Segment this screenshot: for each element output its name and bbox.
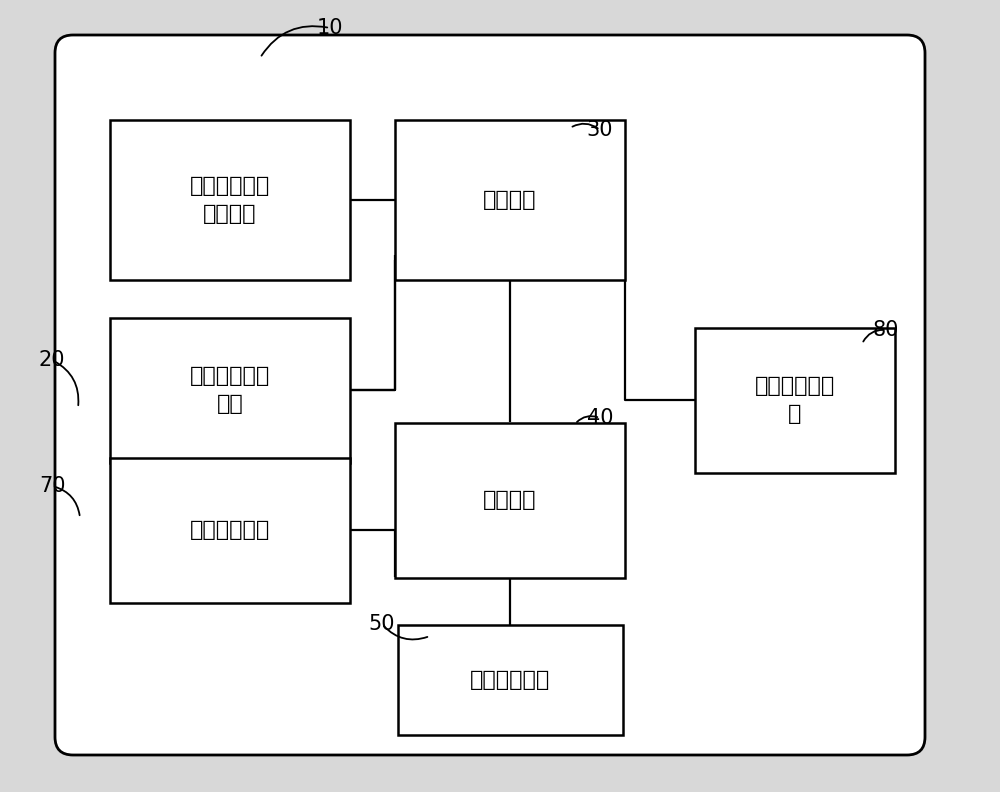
Text: 计算单元: 计算单元 — [483, 190, 537, 210]
FancyBboxPatch shape — [395, 120, 625, 280]
FancyBboxPatch shape — [110, 458, 350, 603]
Text: 50: 50 — [369, 614, 395, 634]
Text: 80: 80 — [873, 320, 899, 340]
Text: 10: 10 — [317, 18, 343, 38]
Text: 70: 70 — [39, 476, 65, 496]
Text: 线路信息读取
单元: 线路信息读取 单元 — [190, 366, 270, 414]
FancyBboxPatch shape — [55, 35, 925, 755]
Text: 人机接口界面: 人机接口界面 — [190, 520, 270, 540]
FancyBboxPatch shape — [110, 318, 350, 463]
FancyBboxPatch shape — [398, 625, 622, 735]
FancyBboxPatch shape — [110, 120, 350, 280]
Text: 比较单元: 比较单元 — [483, 490, 537, 510]
Text: 速度传感器单
元: 速度传感器单 元 — [755, 376, 835, 424]
Text: 轨道电路信号
读取单元: 轨道电路信号 读取单元 — [190, 176, 270, 224]
Text: 制动输出单元: 制动输出单元 — [470, 670, 550, 690]
Text: 20: 20 — [39, 350, 65, 370]
Text: 40: 40 — [587, 408, 613, 428]
FancyBboxPatch shape — [695, 328, 895, 473]
Text: 30: 30 — [587, 120, 613, 140]
FancyBboxPatch shape — [395, 422, 625, 577]
